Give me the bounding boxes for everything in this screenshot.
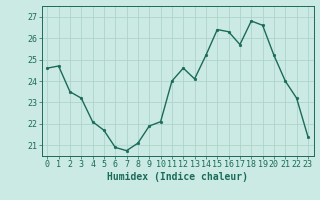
X-axis label: Humidex (Indice chaleur): Humidex (Indice chaleur) [107, 172, 248, 182]
